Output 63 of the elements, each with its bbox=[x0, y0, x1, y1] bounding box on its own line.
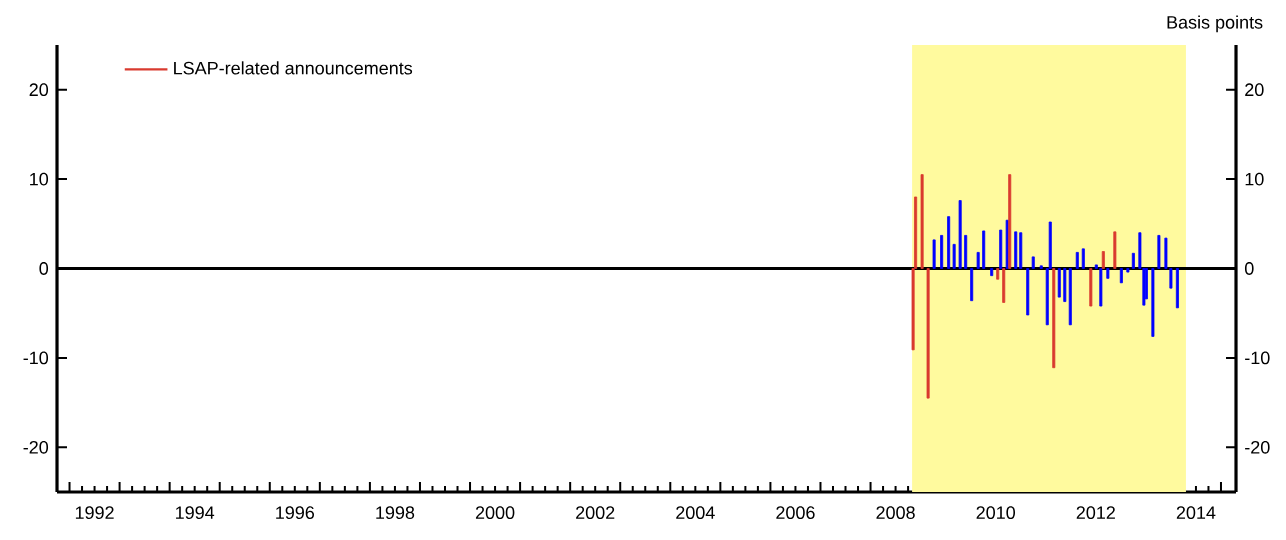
y-tick-label: 20 bbox=[29, 83, 49, 97]
bar bbox=[1081, 248, 1085, 269]
bar bbox=[1089, 268, 1093, 307]
bar bbox=[996, 268, 1000, 280]
bar bbox=[999, 229, 1003, 269]
bar bbox=[990, 268, 994, 277]
bar bbox=[1075, 252, 1079, 269]
legend-label: LSAP-related announcements bbox=[174, 61, 413, 75]
bar bbox=[1052, 268, 1056, 369]
bar bbox=[952, 243, 956, 269]
x-tick-label: 1998 bbox=[376, 506, 415, 520]
y-tick-label: 10 bbox=[30, 172, 49, 186]
bar bbox=[1039, 265, 1043, 269]
x-tick-label: 2012 bbox=[1076, 506, 1115, 520]
bar bbox=[964, 235, 968, 269]
bar bbox=[970, 268, 974, 302]
bar bbox=[920, 174, 924, 269]
y2-tick-label: -10 bbox=[1245, 351, 1270, 365]
x-tick-label: 2004 bbox=[676, 506, 715, 520]
bar bbox=[1019, 232, 1023, 269]
bar bbox=[1026, 268, 1030, 316]
bar bbox=[1157, 235, 1161, 269]
bar bbox=[940, 235, 944, 269]
bar bbox=[1002, 268, 1006, 303]
bar bbox=[982, 230, 986, 269]
bar bbox=[1005, 219, 1009, 269]
bar bbox=[1106, 268, 1110, 279]
bar bbox=[1063, 268, 1067, 302]
x-tick-label: 2014 bbox=[1176, 506, 1216, 520]
bar bbox=[1101, 251, 1105, 269]
y2-tick-label: 0 bbox=[1244, 262, 1254, 275]
bar bbox=[1057, 268, 1061, 298]
bar bbox=[947, 216, 951, 269]
x-tick-label: 2000 bbox=[475, 506, 515, 520]
y2-tick-label: -20 bbox=[1245, 440, 1270, 454]
y-tick-label: -10 bbox=[23, 351, 49, 365]
bar bbox=[1014, 231, 1018, 269]
bar bbox=[1126, 268, 1130, 273]
bar bbox=[932, 239, 936, 269]
bar bbox=[1099, 268, 1103, 307]
bar bbox=[1008, 174, 1012, 269]
x-tick-label: 2002 bbox=[576, 506, 615, 520]
x-tick-label: 2008 bbox=[876, 506, 915, 520]
x-tick-label: 2006 bbox=[776, 506, 815, 520]
bar bbox=[926, 268, 930, 399]
y2-tick-label: 10 bbox=[1245, 172, 1264, 186]
x-tick-label: 2010 bbox=[976, 506, 1016, 520]
bar bbox=[1151, 268, 1155, 337]
x-tick-label: 1996 bbox=[276, 506, 315, 520]
y2-axis-title: Basis points bbox=[1167, 15, 1263, 33]
bar bbox=[976, 252, 980, 269]
bar bbox=[1068, 268, 1072, 326]
bar bbox=[958, 200, 962, 269]
bar bbox=[1119, 268, 1123, 284]
bar bbox=[1175, 268, 1179, 309]
y-tick-label: -20 bbox=[23, 440, 49, 454]
y-tick-label: 0 bbox=[39, 262, 49, 275]
bar bbox=[1031, 256, 1035, 269]
x-tick-label: 1994 bbox=[176, 506, 215, 520]
x-tick-label: 1992 bbox=[75, 506, 114, 520]
bar bbox=[1113, 231, 1117, 269]
bar bbox=[1131, 252, 1135, 269]
y2-tick-label: 20 bbox=[1245, 83, 1264, 97]
